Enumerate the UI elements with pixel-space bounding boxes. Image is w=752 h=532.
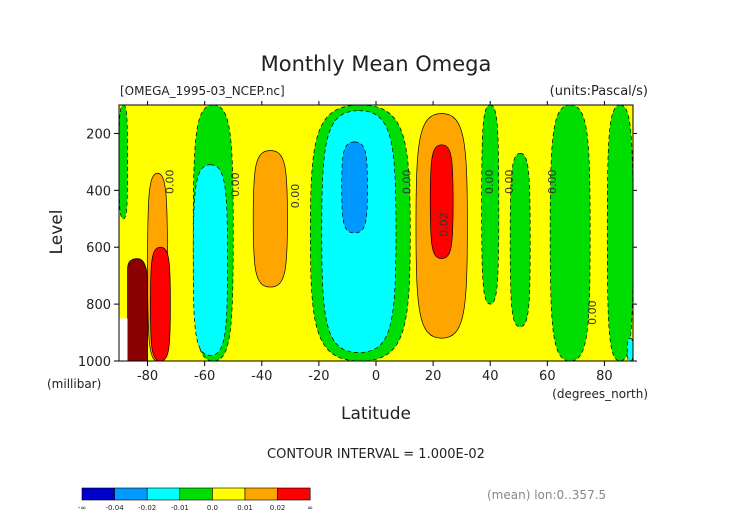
contour-fill-layer: [119, 105, 633, 361]
y-axis-label: Level: [47, 210, 67, 255]
contour-region-14: [606, 105, 633, 361]
legend-label-4: 0.0: [207, 504, 218, 512]
x-units-label: (degrees_north): [552, 387, 648, 401]
contour-label-2: 0.00: [289, 184, 302, 209]
contour-label-3: 0.00: [400, 170, 413, 195]
legend-swatch-5: [244, 487, 278, 501]
contour-label-8: 0.00: [586, 300, 599, 325]
contour-label-7: 0.00: [546, 170, 559, 195]
legend-label-5: 0.01: [237, 504, 253, 512]
contour-label-1: 0.00: [229, 172, 242, 197]
y-tick-label-2: 600: [86, 241, 111, 256]
legend-label-0: -∞: [78, 504, 86, 512]
legend-label-7: ∞: [307, 504, 313, 512]
color-legend: -∞ -0.04 -0.02 -0.01 0.0 0.01 0.02 ∞: [78, 487, 313, 512]
x-axis-label: Latitude: [341, 404, 411, 424]
units-label: (units:Pascal/s): [550, 84, 648, 99]
y-tick-label-1: 400: [86, 184, 111, 199]
contour-region-16: [127, 258, 148, 361]
legend-swatch-1: [114, 487, 148, 501]
contour-region-17: [626, 337, 633, 361]
chart-title: Monthly Mean Omega: [261, 52, 492, 76]
contour-region-3: [252, 150, 288, 288]
legend-swatch-6: [277, 487, 311, 501]
contour-region-13: [549, 105, 591, 361]
contour-interval-text: CONTOUR INTERVAL = 1.000E-02: [267, 447, 485, 462]
contour-label-4: 0.02: [437, 212, 450, 237]
y-tick-label-4: 1000: [78, 355, 111, 370]
legend-swatch-2: [146, 487, 181, 501]
contour-region-8: [341, 141, 368, 234]
legend-swatch-3: [179, 487, 213, 501]
x-axis: -80 -60 -40 -20 0 20 40 60 80: [137, 101, 613, 384]
x-tick-label-7: 60: [539, 369, 556, 384]
contour-label-0: 0.00: [163, 170, 176, 195]
x-tick-label-6: 40: [482, 369, 499, 384]
contour-region-10: [429, 144, 454, 259]
x-tick-label-3: -20: [308, 369, 329, 384]
legend-label-1: -0.04: [106, 504, 125, 512]
x-tick-label-0: -80: [137, 369, 158, 384]
contour-label-5: 0.00: [483, 170, 496, 195]
contour-region-15: [150, 246, 171, 361]
x-tick-label-5: 20: [425, 369, 442, 384]
file-label: [OMEGA_1995-03_NCEP.nc]: [120, 84, 285, 98]
legend-swatch-0: [81, 487, 115, 501]
contour-region-12: [509, 153, 531, 328]
x-tick-label-2: -40: [251, 369, 272, 384]
masked-terrain: [119, 318, 128, 361]
legend-label-6: 0.02: [270, 504, 286, 512]
contour-label-layer: 0.00 0.00 0.00 0.00 0.02 0.00 0.00 0.00 0.00: [163, 170, 599, 325]
x-tick-label-8: 80: [596, 369, 613, 384]
y-axis: 200 400 600 800 1000: [78, 127, 637, 370]
mean-text: (mean) lon:0..357.5: [487, 488, 606, 502]
legend-label-3: -0.01: [171, 504, 189, 512]
contour-region-5: [192, 164, 228, 356]
x-tick-label-1: -60: [194, 369, 215, 384]
legend-label-2: -0.02: [138, 504, 156, 512]
y-tick-label-0: 200: [86, 127, 111, 142]
x-tick-label-4: 0: [372, 369, 380, 384]
contour-region-1: [119, 105, 128, 220]
legend-swatch-4: [212, 487, 246, 501]
y-units-label: (millibar): [47, 377, 101, 391]
y-tick-label-3: 800: [86, 298, 111, 313]
contour-label-6: 0.00: [503, 170, 516, 195]
contour-region-11: [481, 105, 500, 305]
